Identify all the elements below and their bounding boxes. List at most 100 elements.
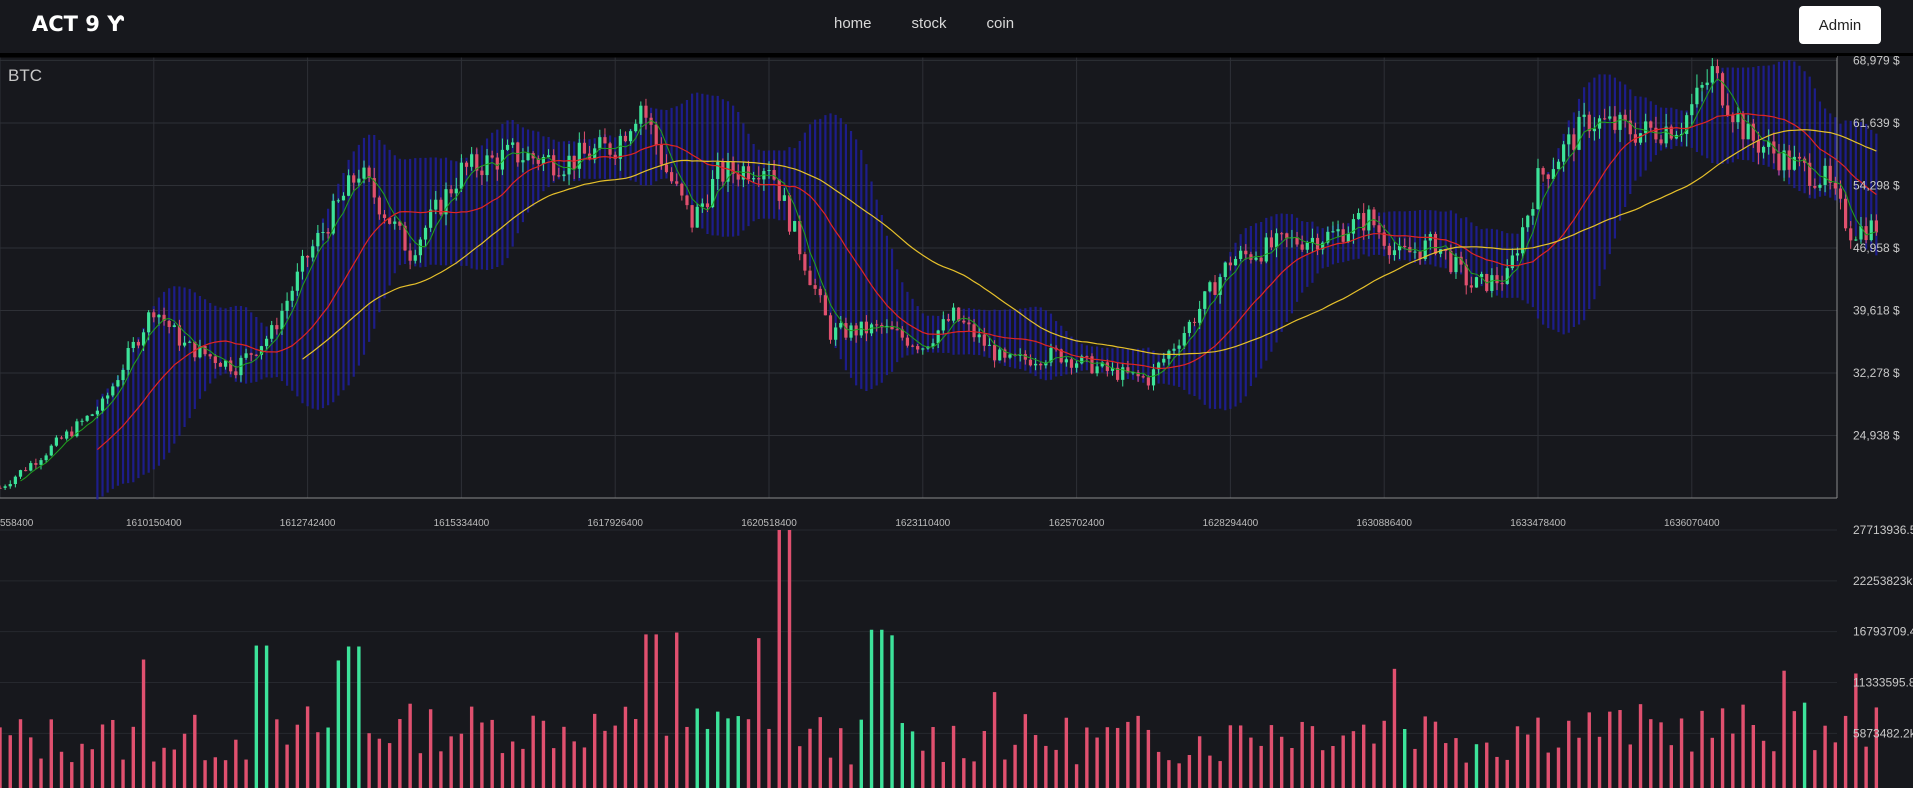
candle-body xyxy=(1321,242,1325,250)
candle-body xyxy=(357,178,361,183)
admin-button[interactable]: Admin xyxy=(1799,6,1881,44)
candle-body xyxy=(1387,245,1391,256)
volume-bar xyxy=(1105,727,1110,788)
volume-bar xyxy=(787,530,792,788)
volume-bar xyxy=(1843,715,1848,788)
volume-bar xyxy=(1013,744,1017,788)
candle-body xyxy=(1269,237,1274,248)
candle-body xyxy=(1659,139,1663,144)
volume-bar xyxy=(121,759,125,788)
candle-body xyxy=(1695,87,1699,105)
volume-bar xyxy=(1454,738,1458,788)
candle-body xyxy=(1736,113,1740,123)
volume-bar xyxy=(1136,715,1140,788)
volume-bar xyxy=(326,727,330,788)
candle-body xyxy=(1777,153,1781,171)
volume-bar xyxy=(1628,744,1632,788)
volume-bar xyxy=(29,737,33,788)
volume-bar xyxy=(1372,743,1376,788)
candle-body xyxy=(1710,66,1714,83)
candle-body xyxy=(1356,213,1361,220)
time-axis-label: 1615334400 xyxy=(434,518,490,529)
candle-body xyxy=(1336,229,1340,232)
candle-body xyxy=(900,329,904,338)
candle-body xyxy=(223,360,228,367)
candle-body xyxy=(1685,115,1689,134)
candle-body xyxy=(34,463,38,465)
volume-bar xyxy=(510,741,515,788)
candle-body xyxy=(1767,141,1771,147)
candle-body xyxy=(1664,126,1668,144)
candle-body xyxy=(1587,114,1591,132)
candle-body xyxy=(1203,291,1207,309)
volume-axis-label: 27713936.5 xyxy=(1853,523,1913,537)
candle-body xyxy=(1315,237,1320,250)
candle-body xyxy=(111,386,115,396)
volume-bar xyxy=(849,764,853,788)
volume-bar xyxy=(1782,670,1786,788)
volume-bar xyxy=(1310,726,1315,788)
volume-bar xyxy=(80,743,84,788)
candle-body xyxy=(1403,245,1407,248)
volume-bar xyxy=(141,659,146,788)
volume-bar xyxy=(49,719,53,788)
candle-body xyxy=(157,314,161,318)
candle-body xyxy=(264,338,269,347)
candle-body xyxy=(582,142,587,154)
candle-body xyxy=(931,343,935,347)
volume-bar xyxy=(921,750,925,788)
volume-bar xyxy=(982,731,987,788)
candle-body xyxy=(1177,345,1181,349)
candle-body xyxy=(1095,366,1099,374)
volume-bar xyxy=(428,709,433,788)
candle-body xyxy=(100,398,105,411)
nav-home[interactable]: home xyxy=(834,15,872,32)
candle-body xyxy=(1500,283,1504,285)
candle-body xyxy=(147,312,151,333)
candle-body xyxy=(1546,174,1550,179)
candle-body xyxy=(70,431,74,437)
time-axis-label: 558400 xyxy=(0,518,34,529)
trading-chart[interactable]: 68,979 $ 61,639 $ 54,298 $ 46,958 $ 39,618 $… xyxy=(0,56,1913,788)
candle-body xyxy=(1033,363,1038,366)
nav-coin[interactable]: coin xyxy=(986,15,1015,32)
candle-body xyxy=(172,325,176,327)
time-axis-label: 1610150400 xyxy=(126,518,182,529)
candle-body xyxy=(541,157,546,164)
volume-bar xyxy=(1864,746,1868,788)
candle-body xyxy=(24,470,28,472)
candle-body xyxy=(505,144,510,150)
volume-bar xyxy=(449,736,453,788)
volume-bar xyxy=(1690,751,1694,788)
time-axis-label: 1617926400 xyxy=(587,518,643,529)
nav-stock[interactable]: stock xyxy=(911,15,947,32)
candle-body xyxy=(618,135,622,159)
app-logo[interactable]: ACT 9 Ƴ xyxy=(32,12,124,36)
candle-body xyxy=(1121,367,1125,380)
candle-body xyxy=(628,131,633,142)
candle-body xyxy=(813,285,817,289)
candle-body xyxy=(80,420,84,422)
candle-body xyxy=(803,254,807,271)
candle-body xyxy=(382,214,387,218)
volume-bar xyxy=(1577,737,1581,788)
candle-body xyxy=(229,360,233,372)
candle-body xyxy=(721,162,725,182)
candle-body xyxy=(1572,134,1576,150)
candle-body xyxy=(536,158,540,164)
candle-body xyxy=(464,162,469,167)
candle-body xyxy=(1469,285,1473,288)
price-axis-label: 32,278 $ xyxy=(1853,366,1900,380)
candle-body xyxy=(116,380,120,387)
candle-body xyxy=(444,189,448,215)
candle-body xyxy=(634,123,638,132)
volume-bar xyxy=(1320,750,1325,788)
candle-body xyxy=(1474,277,1479,288)
candle-body xyxy=(1192,321,1197,323)
candle-body xyxy=(664,164,669,173)
volume-bar xyxy=(172,749,177,788)
candlestick-chart-svg[interactable]: 68,979 $ 61,639 $ 54,298 $ 46,958 $ 39,618 $… xyxy=(0,56,1913,788)
volume-bar xyxy=(582,747,587,788)
candle-body xyxy=(1505,268,1509,284)
volume-bar xyxy=(1341,735,1345,788)
